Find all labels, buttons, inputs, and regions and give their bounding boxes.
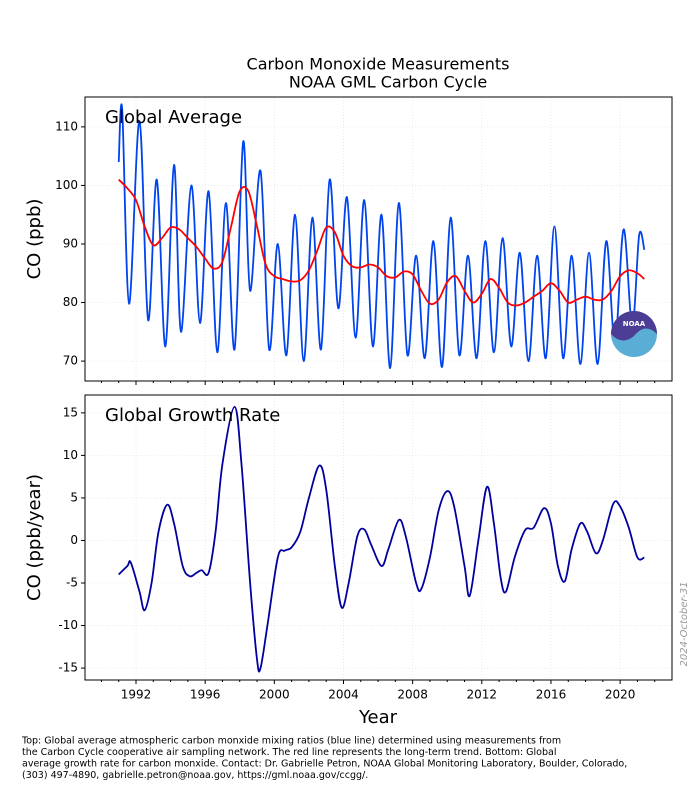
y-tick-label: -10 [58, 618, 78, 632]
footnote-line: Top: Global average atmospheric carbon m… [21, 736, 561, 747]
y-tick-label: -15 [58, 661, 78, 675]
chart-title: Carbon Monoxide Measurements [247, 55, 510, 74]
x-tick-label: 2008 [397, 688, 428, 702]
y-tick-label: 5 [70, 490, 78, 504]
x-tick-label: 1992 [121, 688, 152, 702]
y-axis-label: CO (ppb/year) [24, 474, 45, 601]
x-tick-label: 2016 [536, 688, 567, 702]
x-tick-label: 2020 [605, 688, 636, 702]
footnote-line: (303) 497-4890, gabrielle.petron@noaa.go… [22, 770, 368, 781]
panel: 70 80 90 100 110 Global Average CO (ppb) [24, 96, 673, 385]
footnote-line: average growth rate for carbon monxide. … [22, 759, 627, 770]
plot-frame [84, 394, 673, 681]
data-line [117, 103, 646, 370]
chart-subtitle: NOAA GML Carbon Cycle [289, 73, 487, 92]
y-tick-label: 90 [63, 236, 78, 250]
plot-frame [84, 96, 673, 382]
panel-label: Global Growth Rate [105, 405, 280, 426]
data-line [118, 178, 645, 307]
noaa-logo: NOAA [611, 311, 657, 357]
data-line [118, 406, 645, 673]
y-tick-label: 10 [63, 448, 78, 462]
y-tick-label: -5 [66, 576, 78, 590]
x-tick-label: 2012 [467, 688, 498, 702]
panel-label: Global Average [105, 107, 242, 128]
x-tick-label: 2000 [259, 688, 290, 702]
x-tick-label: 2004 [328, 688, 359, 702]
date-stamp: 2024-October-31 [679, 582, 690, 667]
logo-top [611, 311, 657, 341]
footnote-line: the Carbon Cycle cooperative air samplin… [22, 747, 556, 758]
y-tick-label: 70 [63, 354, 78, 368]
panel: -15 -10 -5 0 5 10 15 1992 1996 2000 2004 2008 2012 20… [24, 394, 673, 702]
x-tick-label: 1996 [190, 688, 221, 702]
logo-text: NOAA [623, 320, 646, 328]
y-tick-label: 110 [55, 119, 78, 133]
y-tick-label: 0 [70, 533, 78, 547]
y-axis-label: CO (ppb) [24, 199, 45, 280]
x-axis-label: Year [358, 707, 398, 728]
y-tick-label: 100 [55, 178, 78, 192]
y-tick-label: 80 [63, 295, 78, 309]
y-tick-label: 15 [63, 405, 78, 419]
